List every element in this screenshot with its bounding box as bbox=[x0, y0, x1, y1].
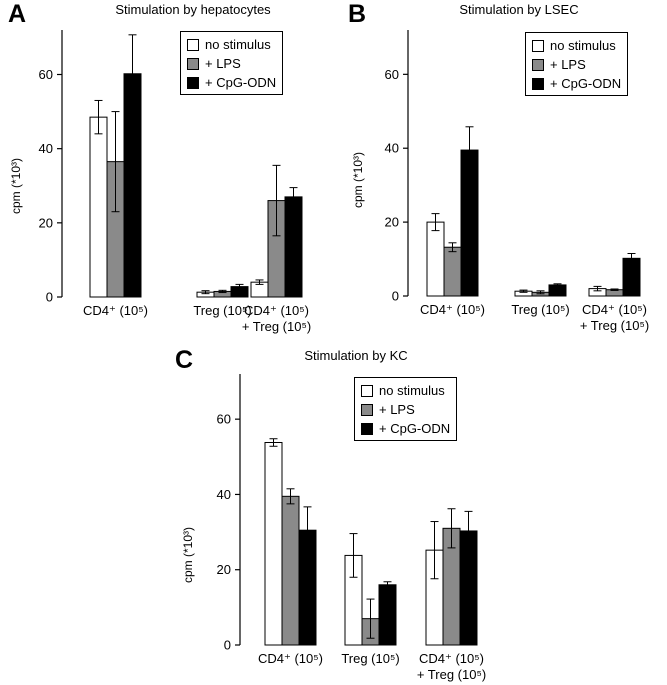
y-tick-label: 20 bbox=[385, 215, 399, 230]
legend-label: + CpG-ODN bbox=[379, 421, 451, 436]
legend: no stimulus + LPS + CpG-ODN bbox=[354, 377, 458, 441]
legend-swatch bbox=[361, 403, 373, 416]
legend-label: + LPS bbox=[379, 402, 415, 417]
panel-letter: C bbox=[175, 346, 194, 374]
chart-title: Stimulation by KC bbox=[304, 348, 408, 363]
y-tick-label: 20 bbox=[217, 562, 231, 577]
legend-label: + CpG-ODN bbox=[550, 76, 622, 91]
legend-item: + LPS bbox=[361, 400, 450, 419]
legend-swatch bbox=[187, 38, 199, 51]
y-tick-label: 40 bbox=[39, 141, 53, 156]
legend-label: no stimulus bbox=[379, 383, 445, 398]
legend-item: + LPS bbox=[187, 54, 276, 73]
y-tick-label: 20 bbox=[39, 215, 53, 230]
legend-swatch bbox=[532, 39, 544, 52]
y-tick-label: 0 bbox=[392, 289, 399, 304]
y-tick-label: 60 bbox=[39, 67, 53, 82]
legend-swatch bbox=[187, 76, 199, 89]
legend-item: + LPS bbox=[532, 55, 621, 74]
legend-item: no stimulus bbox=[532, 36, 621, 55]
bar bbox=[281, 495, 300, 646]
legend-swatch bbox=[532, 58, 544, 71]
legend-item: no stimulus bbox=[361, 381, 450, 400]
x-tick-label: + Treg (10⁵) bbox=[417, 667, 486, 682]
legend-swatch bbox=[532, 77, 544, 90]
x-tick-label: CD4⁺ (10⁵) bbox=[244, 303, 309, 318]
y-tick-label: 60 bbox=[217, 412, 231, 427]
panel-letter: A bbox=[8, 0, 27, 28]
legend-label: + LPS bbox=[205, 56, 241, 71]
bar bbox=[264, 442, 283, 646]
y-tick-label: 60 bbox=[385, 67, 399, 82]
x-tick-label: Treg (10⁵) bbox=[511, 302, 569, 317]
legend-swatch bbox=[361, 422, 373, 435]
bar bbox=[378, 584, 397, 646]
x-tick-label: CD4⁺ (10⁵) bbox=[582, 302, 647, 317]
legend-label: + LPS bbox=[550, 57, 586, 72]
legend-swatch bbox=[361, 384, 373, 397]
legend-item: no stimulus bbox=[187, 35, 276, 54]
x-tick-label: Treg (10⁵) bbox=[341, 651, 399, 666]
legend-label: no stimulus bbox=[205, 37, 271, 52]
x-tick-label: + Treg (10⁵) bbox=[242, 319, 311, 334]
chart-title: Stimulation by LSEC bbox=[459, 2, 579, 17]
x-tick-label: CD4⁺ (10⁵) bbox=[258, 651, 323, 666]
legend: no stimulus + LPS + CpG-ODN bbox=[525, 32, 629, 96]
x-tick-label: Treg (10⁵) bbox=[193, 303, 251, 318]
x-tick-label: + Treg (10⁵) bbox=[580, 318, 649, 333]
x-tick-label: CD4⁺ (10⁵) bbox=[83, 303, 148, 318]
y-tick-label: 0 bbox=[224, 638, 231, 653]
legend-swatch bbox=[187, 57, 199, 70]
chart-title: Stimulation by hepatocytes bbox=[115, 2, 271, 17]
y-tick-label: 40 bbox=[217, 487, 231, 502]
legend-item: + CpG-ODN bbox=[532, 74, 621, 93]
legend-item: + CpG-ODN bbox=[361, 419, 450, 438]
panel-letter: B bbox=[348, 0, 367, 28]
x-tick-label: CD4⁺ (10⁵) bbox=[420, 302, 485, 317]
x-tick-label: CD4⁺ (10⁵) bbox=[419, 651, 484, 666]
legend-label: + CpG-ODN bbox=[205, 75, 277, 90]
legend: no stimulus + LPS + CpG-ODN bbox=[180, 31, 284, 95]
y-tick-label: 0 bbox=[46, 290, 53, 305]
y-tick-label: 40 bbox=[385, 141, 399, 156]
legend-label: no stimulus bbox=[550, 38, 616, 53]
legend-item: + CpG-ODN bbox=[187, 73, 276, 92]
